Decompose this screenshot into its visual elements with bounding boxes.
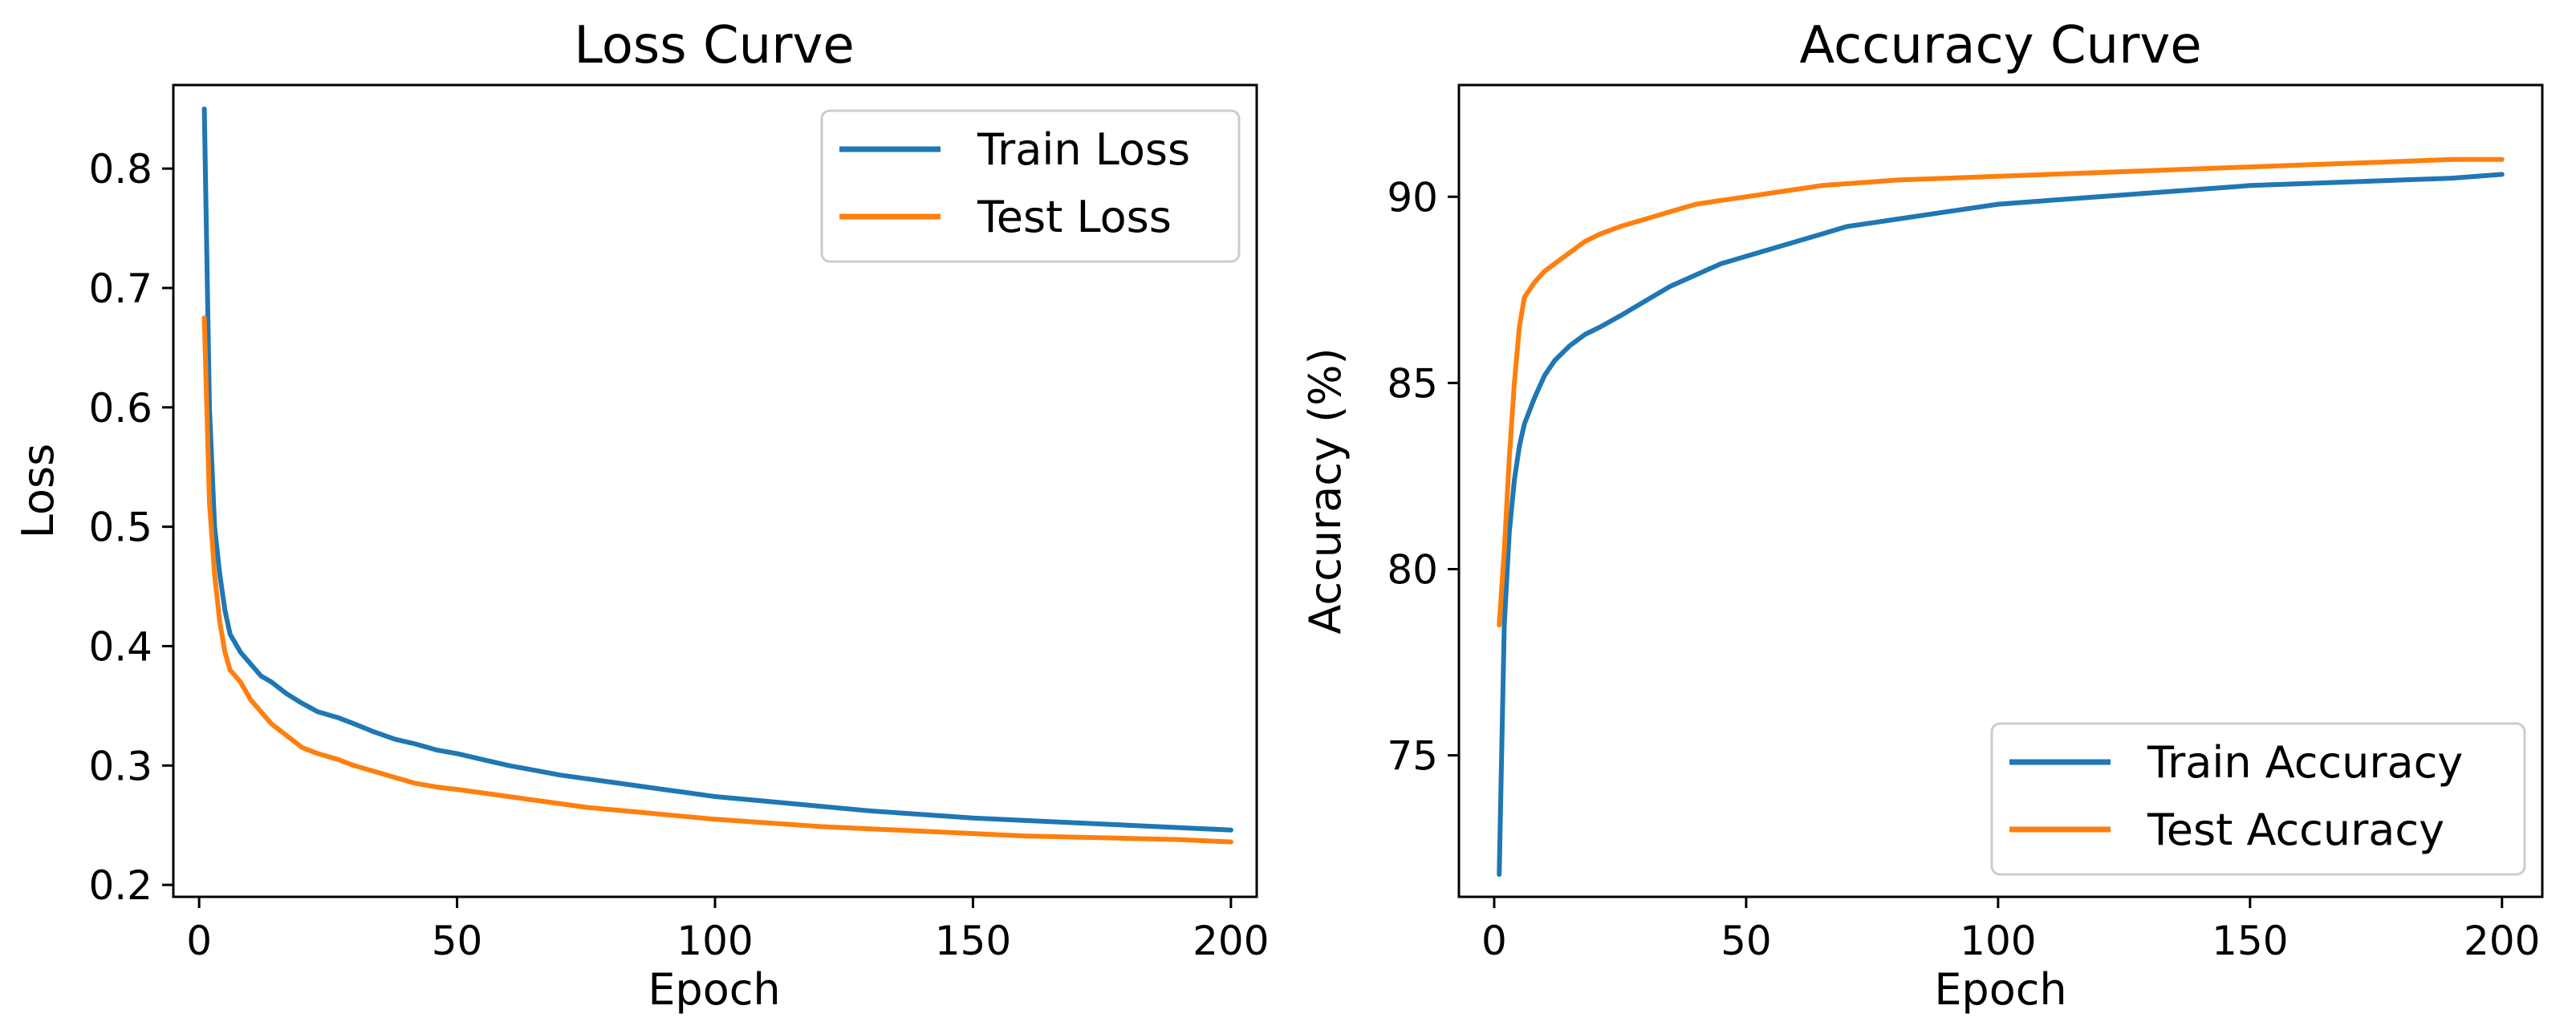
y-tick-label: 0.8 (88, 146, 152, 193)
y-tick-label: 0.4 (88, 623, 152, 670)
x-tick-label: 150 (935, 918, 1011, 964)
x-tick-label: 100 (677, 918, 753, 964)
y-tick-label: 0.6 (88, 385, 152, 432)
loss-chart-legend: Train Loss Test Loss (820, 109, 1241, 263)
y-tick-label: 75 (1387, 733, 1438, 780)
x-tick-label: 0 (186, 918, 212, 964)
x-tick-label: 150 (2212, 918, 2288, 964)
x-tick-label: 200 (2464, 918, 2540, 964)
accuracy-chart-plot-frame (1457, 83, 2544, 898)
x-tick-label: 200 (1193, 918, 1269, 964)
accuracy-chart-x-ticks: 0 50 100 150 200 (1481, 897, 2540, 964)
accuracy-chart: Accuracy Curve 0 50 100 150 200 75 80 85 90 Epo… (1300, 16, 2544, 1015)
y-tick-label: 85 (1387, 360, 1438, 407)
y-tick-label: 80 (1387, 546, 1438, 593)
accuracy-chart-legend-box (1990, 722, 2526, 876)
accuracy-chart-title: Accuracy Curve (1799, 16, 2201, 75)
loss-chart-x-axis-label: Epoch (648, 964, 780, 1015)
x-tick-label: 50 (432, 918, 483, 964)
y-tick-label: 0.3 (88, 743, 152, 789)
y-tick-label: 0.2 (88, 862, 152, 909)
loss-chart-x-ticks: 0 50 100 150 200 (186, 897, 1270, 964)
accuracy-chart-lines (1497, 156, 2505, 878)
y-tick-label: 90 (1387, 174, 1438, 221)
loss-chart-y-axis-label: Loss (13, 444, 63, 538)
loss-chart-y-ticks: 0.2 0.3 0.4 0.5 0.6 0.7 0.8 (88, 146, 173, 909)
x-tick-label: 100 (1960, 918, 2036, 964)
loss-chart: Loss Curve 0 50 100 150 200 0.20.30.40.50.60… (13, 16, 1270, 1015)
y-tick-label: 0.7 (88, 266, 152, 312)
legend-label-test-loss: Test Loss (977, 192, 1172, 242)
x-tick-label: 0 (1481, 918, 1507, 964)
legend-label-train-accuracy: Train Accuracy (2147, 737, 2463, 788)
y-tick-label: 0.5 (88, 505, 152, 551)
legend-label-test-accuracy: Test Accuracy (2147, 805, 2444, 855)
legend-label-train-loss: Train Loss (977, 124, 1190, 175)
accuracy-chart-legend: Train Accuracy Test Accuracy (1990, 722, 2526, 876)
loss-chart-lines (201, 106, 1233, 845)
accuracy-chart-x-axis-label: Epoch (1934, 964, 2066, 1015)
loss-chart-title: Loss Curve (574, 16, 855, 75)
accuracy-chart-y-ticks: 75 80 85 90 (1387, 174, 1459, 780)
accuracy-chart-y-axis-label: Accuracy (%) (1300, 347, 1351, 634)
x-tick-label: 50 (1721, 918, 1772, 964)
